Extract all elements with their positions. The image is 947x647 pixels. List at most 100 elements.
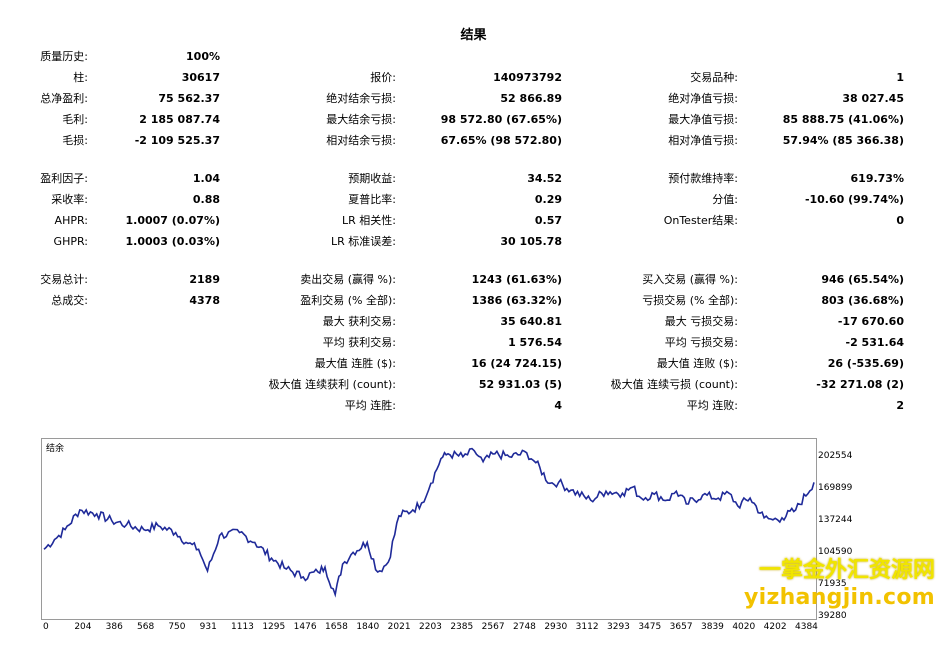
stat-label: LR 相关性: bbox=[342, 214, 396, 227]
y-tick-label: 137244 bbox=[818, 515, 853, 525]
stat-label: 平均 连胜: bbox=[344, 399, 396, 412]
stat-value: 2 185 087.74 bbox=[139, 113, 220, 126]
stat-row: 最大结余亏损: 98 572.80 (67.65%) bbox=[0, 111, 947, 129]
stat-row: 最大净值亏损: 85 888.75 (41.06%) bbox=[0, 111, 947, 129]
balance-series-line bbox=[43, 447, 815, 598]
x-tick-label: 931 bbox=[199, 622, 217, 632]
stat-row: 绝对结余亏损: 52 866.89 bbox=[0, 90, 947, 108]
stat-row: 预付款维持率: 619.73% bbox=[0, 170, 947, 188]
stat-label: 报价: bbox=[370, 71, 396, 84]
stat-value: -2 531.64 bbox=[845, 336, 905, 349]
stat-label: 总净盈利: bbox=[40, 92, 88, 105]
stat-value: 0.29 bbox=[534, 193, 562, 206]
x-tick-label: 1840 bbox=[356, 622, 380, 632]
stat-value: -10.60 (99.74%) bbox=[804, 193, 904, 206]
stat-row: 总成交: 4378 bbox=[0, 292, 947, 310]
stat-row: LR 标准误差: 30 105.78 bbox=[0, 233, 947, 251]
stat-label: 平均 获利交易: bbox=[322, 336, 396, 349]
chart-title: 结余 bbox=[46, 444, 65, 454]
stat-label: 最大 亏损交易: bbox=[664, 315, 738, 328]
stat-value: -32 271.08 (2) bbox=[816, 378, 904, 391]
stat-label: 亏损交易 (% 全部): bbox=[642, 294, 738, 307]
stat-label: 最大净值亏损: bbox=[668, 113, 738, 126]
stat-row: 毛损: -2 109 525.37 bbox=[0, 132, 947, 150]
stat-row: 总净盈利: 75 562.37 bbox=[0, 90, 947, 108]
stat-value: 34.52 bbox=[527, 172, 562, 185]
x-tick-label: 2567 bbox=[481, 622, 505, 632]
stat-label: OnTester结果: bbox=[663, 214, 738, 227]
stat-value: 4378 bbox=[189, 294, 220, 307]
stat-label: 盈利因子: bbox=[40, 172, 88, 185]
x-tick-label: 3293 bbox=[607, 622, 630, 632]
stat-row: 最大 亏损交易: -17 670.60 bbox=[0, 313, 947, 331]
y-tick-label: 39280 bbox=[818, 611, 847, 621]
stat-row: 采收率: 0.88 bbox=[0, 191, 947, 209]
x-tick-label: 1476 bbox=[293, 622, 317, 632]
x-tick-label: 2385 bbox=[450, 622, 474, 632]
stat-value: 85 888.75 (41.06%) bbox=[782, 113, 904, 126]
stat-label: 最大 获利交易: bbox=[322, 315, 396, 328]
stat-row: 绝对净值亏损: 38 027.45 bbox=[0, 90, 947, 108]
stat-row: AHPR: 1.0007 (0.07%) bbox=[0, 212, 947, 230]
x-tick-label: 1295 bbox=[262, 622, 286, 632]
stat-value: 30617 bbox=[181, 71, 220, 84]
stat-label: 毛损: bbox=[62, 134, 88, 147]
stat-value: 75 562.37 bbox=[158, 92, 220, 105]
stat-value: 57.94% (85 366.38) bbox=[782, 134, 904, 147]
stat-row: 分值: -10.60 (99.74%) bbox=[0, 191, 947, 209]
x-tick-label: 3475 bbox=[638, 622, 662, 632]
stat-row: 盈利交易 (% 全部): 1386 (63.32%) bbox=[0, 292, 947, 310]
stat-label: 预期收益: bbox=[348, 172, 396, 185]
balance-chart bbox=[41, 438, 817, 620]
stat-label: 极大值 连续获利 (count): bbox=[268, 378, 396, 391]
stat-label: 平均 连败: bbox=[686, 399, 738, 412]
stat-row: 相对结余亏损: 67.65% (98 572.80) bbox=[0, 132, 947, 150]
x-tick-label: 4020 bbox=[732, 622, 756, 632]
stat-value: 0.57 bbox=[534, 214, 562, 227]
stat-label: 总成交: bbox=[51, 294, 88, 307]
stat-value: 1 bbox=[896, 71, 904, 84]
stat-label: 极大值 连续亏损 (count): bbox=[610, 378, 738, 391]
stat-label: 夏普比率: bbox=[348, 193, 396, 206]
stat-value: 30 105.78 bbox=[500, 235, 562, 248]
stat-value: 0.88 bbox=[192, 193, 220, 206]
balance-chart-svg bbox=[43, 447, 815, 598]
stat-label: 最大值 连败 ($): bbox=[656, 357, 738, 370]
stat-row: 预期收益: 34.52 bbox=[0, 170, 947, 188]
stat-row: 质量历史: 100% bbox=[0, 48, 947, 66]
x-tick-label: 2930 bbox=[544, 622, 568, 632]
stat-label: 卖出交易 (赢得 %): bbox=[300, 273, 396, 286]
stat-label: AHPR: bbox=[54, 214, 88, 227]
stat-value: 1386 (63.32%) bbox=[471, 294, 562, 307]
x-tick-label: 3839 bbox=[701, 622, 724, 632]
stat-value: 1 576.54 bbox=[508, 336, 562, 349]
stat-label: 柱: bbox=[73, 71, 88, 84]
stat-label: 绝对结余亏损: bbox=[326, 92, 396, 105]
stat-row: 交易品种: 1 bbox=[0, 69, 947, 87]
stat-row: 极大值 连续亏损 (count): -32 271.08 (2) bbox=[0, 376, 947, 394]
stat-label: 相对净值亏损: bbox=[668, 134, 738, 147]
stat-value: 52 866.89 bbox=[500, 92, 562, 105]
stat-value: 946 (65.54%) bbox=[821, 273, 904, 286]
stat-label: LR 标准误差: bbox=[331, 235, 396, 248]
x-tick-label: 204 bbox=[74, 622, 92, 632]
stat-row: 极大值 连续获利 (count): 52 931.03 (5) bbox=[0, 376, 947, 394]
stat-value: 1.0003 (0.03%) bbox=[125, 235, 221, 248]
stat-value: 98 572.80 (67.65%) bbox=[440, 113, 562, 126]
stat-value: 1.04 bbox=[192, 172, 220, 185]
stat-value: 140973792 bbox=[493, 71, 562, 84]
stat-label: 预付款维持率: bbox=[668, 172, 738, 185]
x-tick-label: 4202 bbox=[763, 622, 787, 632]
stat-label: 毛利: bbox=[62, 113, 88, 126]
stat-row: 卖出交易 (赢得 %): 1243 (61.63%) bbox=[0, 271, 947, 289]
x-tick-label: 750 bbox=[168, 622, 186, 632]
stat-row: 柱: 30617 bbox=[0, 69, 947, 87]
stat-label: 采收率: bbox=[51, 193, 88, 206]
stat-row: 买入交易 (赢得 %): 946 (65.54%) bbox=[0, 271, 947, 289]
stats-panel: 质量历史: 100% 柱: 30617 总净盈利: 75 562.37 毛利: 2 185 0… bbox=[0, 48, 947, 415]
stat-value: 1243 (61.63%) bbox=[471, 273, 562, 286]
stat-value: 26 (-535.69) bbox=[827, 357, 904, 370]
x-tick-label: 1658 bbox=[325, 622, 348, 632]
x-tick-label: 3657 bbox=[669, 622, 693, 632]
stat-row: 平均 连胜: 4 bbox=[0, 397, 947, 415]
